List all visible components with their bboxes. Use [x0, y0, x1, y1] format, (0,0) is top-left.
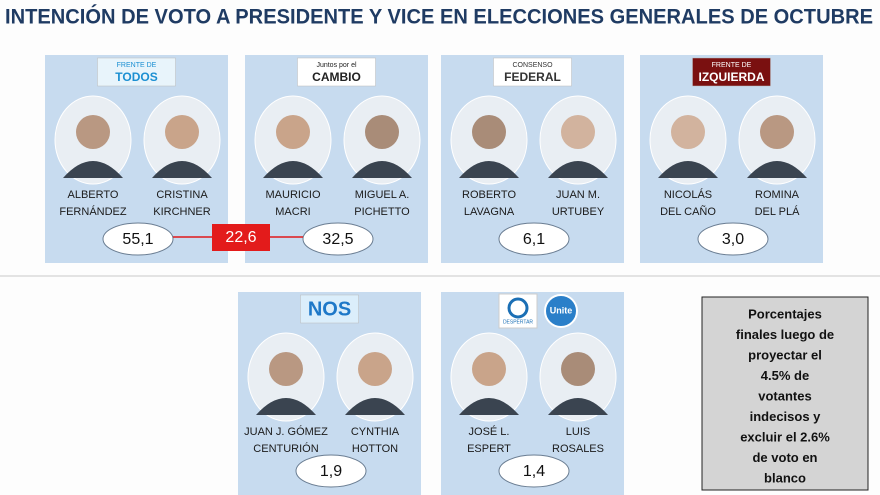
logo-text: FRENTE DE: [712, 62, 752, 69]
photo-body: [352, 161, 412, 178]
note-text: de voto en: [752, 450, 817, 465]
photo-head: [165, 115, 199, 149]
photo-body: [459, 398, 519, 415]
percent-oval: [295, 454, 367, 488]
gap-value: 22,6: [225, 229, 256, 246]
percent-value: 1,9: [320, 463, 342, 480]
logo-text: DESPERTAR: [503, 319, 533, 325]
logo-text: FRENTE DE: [117, 62, 157, 69]
photo-head: [365, 115, 399, 149]
candidate-name: MACRI: [275, 206, 310, 218]
photo-body: [747, 161, 807, 178]
candidate-name: NICOLÁS: [664, 188, 712, 201]
photo-body: [152, 161, 212, 178]
photo-body: [63, 161, 123, 178]
photo-head: [671, 115, 705, 149]
candidate-name: JUAN M.: [556, 189, 600, 201]
percent-oval: [102, 222, 174, 256]
photo-head: [561, 115, 595, 149]
candidate-name: ROSALES: [552, 443, 604, 455]
candidate-name: LAVAGNA: [464, 206, 515, 218]
note-text: 4.5% de: [761, 368, 809, 383]
party-logo: [544, 294, 578, 328]
candidate-name: DEL PLÁ: [755, 205, 801, 218]
candidate-name: LUIS: [566, 426, 590, 438]
photo-head: [269, 352, 303, 386]
percent-oval: [697, 222, 769, 256]
party-logo: [97, 57, 176, 87]
photo-head: [472, 352, 506, 386]
photo-head: [472, 115, 506, 149]
logo-text: NOS: [308, 298, 351, 320]
percent-value: 55,1: [122, 231, 153, 248]
logo-text: IZQUIERDA: [699, 70, 765, 84]
candidate-name: CYNTHIA: [351, 426, 400, 438]
candidate-name: JOSÉ L.: [469, 425, 510, 438]
photo-body: [548, 398, 608, 415]
note-text: Porcentajes: [748, 306, 822, 321]
photo-body: [658, 161, 718, 178]
note-text: proyectar el: [748, 347, 822, 362]
logo-text: TODOS: [115, 70, 157, 84]
candidate-name: ROBERTO: [462, 189, 516, 201]
candidate-name: JUAN J. GÓMEZ: [244, 425, 328, 438]
candidate-name: MIGUEL A.: [355, 189, 410, 201]
photo-body: [256, 398, 316, 415]
photo-head: [561, 352, 595, 386]
candidate-name: URTUBEY: [552, 206, 605, 218]
photo-head: [358, 352, 392, 386]
photo-body: [548, 161, 608, 178]
party-logo: [493, 57, 572, 87]
percent-oval: [498, 222, 570, 256]
candidate-name: ROMINA: [755, 189, 800, 201]
logo-text: CONSENSO: [512, 62, 553, 69]
candidate-name: DEL CAÑO: [660, 205, 716, 218]
candidate-name: CRISTINA: [156, 189, 208, 201]
gap-box: [212, 224, 270, 251]
note-box: [701, 296, 869, 491]
photo-body: [263, 161, 323, 178]
logo-icon: [507, 297, 529, 319]
percent-value: 6,1: [523, 231, 545, 248]
photo-head: [76, 115, 110, 149]
logo-text: Unite: [550, 305, 573, 315]
percent-oval: [498, 454, 570, 488]
logo-text: Juntos por el: [316, 62, 357, 69]
party-logo: [297, 57, 376, 87]
percent-oval: [302, 222, 374, 256]
logo-text: FEDERAL: [504, 70, 561, 84]
candidate-name: PICHETTO: [354, 206, 410, 218]
note-text: votantes: [758, 388, 811, 403]
title: INTENCIÓN DE VOTO A PRESIDENTE Y VICE EN…: [5, 5, 873, 29]
photo-head: [760, 115, 794, 149]
percent-value: 1,4: [523, 463, 545, 480]
photo-body: [345, 398, 405, 415]
candidate-name: KIRCHNER: [153, 206, 211, 218]
party-logo: [692, 57, 771, 87]
candidate-name: CENTURIÓN: [253, 442, 318, 455]
note-text: finales luego de: [736, 327, 834, 342]
percent-value: 32,5: [322, 231, 353, 248]
candidate-name: FERNÁNDEZ: [59, 205, 127, 218]
photo-head: [276, 115, 310, 149]
photo-body: [459, 161, 519, 178]
note-text: blanco: [764, 470, 806, 485]
note-text: indecisos y: [750, 409, 822, 424]
candidate-name: MAURICIO: [266, 189, 321, 201]
logo-text: CAMBIO: [312, 70, 361, 84]
candidate-name: ESPERT: [467, 443, 511, 455]
percent-value: 3,0: [722, 231, 744, 248]
party-logo: [300, 294, 359, 324]
candidate-name: ALBERTO: [68, 189, 119, 201]
candidate-name: HOTTON: [352, 443, 398, 455]
note-text: excluir el 2.6%: [740, 429, 830, 444]
